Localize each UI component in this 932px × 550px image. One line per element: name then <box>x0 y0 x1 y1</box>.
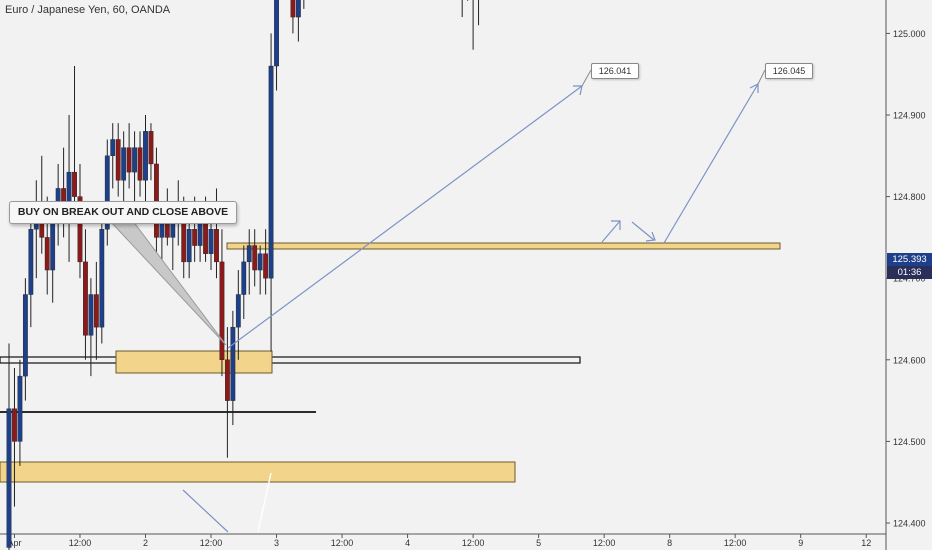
y-tick-label: 125.000 <box>893 29 926 39</box>
candle-body <box>72 171 77 197</box>
candle-body <box>143 131 148 181</box>
candle-body <box>121 147 127 181</box>
candle-body <box>235 294 241 328</box>
breakout-box <box>0 356 581 364</box>
candle-body <box>126 147 132 173</box>
resistance-zone <box>226 242 781 250</box>
candle-body <box>50 220 56 271</box>
candle-body <box>197 220 203 246</box>
candle-body <box>252 245 258 271</box>
x-tick-label: 9 <box>798 538 803 548</box>
candle-body <box>268 65 274 279</box>
target-label-2: 126.045 <box>765 63 813 79</box>
target-arrow-line-2 <box>663 83 759 244</box>
candle-body <box>110 139 116 156</box>
candle-body <box>192 229 198 246</box>
x-tick-label: 12 <box>861 538 871 548</box>
candle-body <box>219 261 225 361</box>
support-zone <box>0 461 516 483</box>
x-tick-label: 12:00 <box>593 538 616 548</box>
candle-body <box>77 196 83 263</box>
candle-body <box>22 294 28 377</box>
x-tick-label: 12:00 <box>200 538 223 548</box>
x-tick-label: Apr <box>7 538 21 548</box>
candle-body <box>274 0 279 67</box>
annotation-callout: BUY ON BREAK OUT AND CLOSE ABOVE <box>9 201 237 224</box>
candle-body <box>224 359 230 401</box>
candle-body <box>6 408 12 548</box>
target-connector-1 <box>581 69 592 87</box>
candle-body <box>104 155 110 230</box>
candle-body <box>137 147 143 181</box>
chart-title: Euro / Japanese Yen, 60, OANDA <box>5 4 171 16</box>
candle-body <box>17 375 23 442</box>
lower-pointer-line <box>257 472 272 533</box>
y-tick-label: 124.500 <box>893 437 926 447</box>
candle-body <box>230 326 236 401</box>
x-tick-label: 12:00 <box>724 538 747 548</box>
path-arrow-down <box>631 221 655 241</box>
target-arrow-line-1 <box>227 85 583 349</box>
candle-body <box>99 229 105 328</box>
candle-body <box>186 229 192 263</box>
path-arrow-up <box>601 220 621 243</box>
candle-body <box>28 229 34 295</box>
y-tick-label: 124.400 <box>893 519 926 529</box>
candle-body <box>208 229 214 254</box>
candle-body <box>263 253 269 279</box>
target-label-1: 126.041 <box>591 63 639 79</box>
y-tick-label: 124.600 <box>893 355 926 365</box>
x-tick-label: 8 <box>667 538 672 548</box>
y-tick-label: 124.900 <box>893 111 926 121</box>
y-tick-label: 124.800 <box>893 192 926 202</box>
path-arrowhead-down <box>645 231 656 242</box>
candle-body <box>154 163 159 238</box>
candle-body <box>295 0 301 18</box>
countdown-tag: 01:36 <box>887 266 932 279</box>
candle-body <box>12 408 17 442</box>
candle-body <box>44 237 50 271</box>
x-tick-label: 3 <box>274 538 279 548</box>
entry-zone <box>115 350 273 374</box>
candle-body <box>214 229 219 263</box>
candle-body <box>132 147 137 173</box>
x-tick-label: 12:00 <box>462 538 485 548</box>
candle-body <box>88 294 94 336</box>
path-arrowhead-up <box>611 220 621 230</box>
candle-body <box>290 0 296 18</box>
candle-body <box>246 245 252 263</box>
x-tick-label: 5 <box>536 538 541 548</box>
target-connector-2 <box>757 69 766 85</box>
candle-body <box>257 253 263 271</box>
candle-body <box>93 294 99 328</box>
x-tick-label: 12:00 <box>69 538 92 548</box>
candle-body <box>203 220 208 254</box>
x-tick-label: 4 <box>405 538 410 548</box>
candle-body <box>83 261 88 336</box>
x-tick-label: 2 <box>143 538 148 548</box>
x-tick-label: 12:00 <box>331 538 354 548</box>
candle-body <box>148 131 154 165</box>
candle-body <box>241 261 247 295</box>
callout-pointer <box>108 220 227 346</box>
lower-arrow-line <box>182 489 229 533</box>
candle-body <box>115 139 121 181</box>
current-price-tag: 125.393 <box>887 253 932 266</box>
